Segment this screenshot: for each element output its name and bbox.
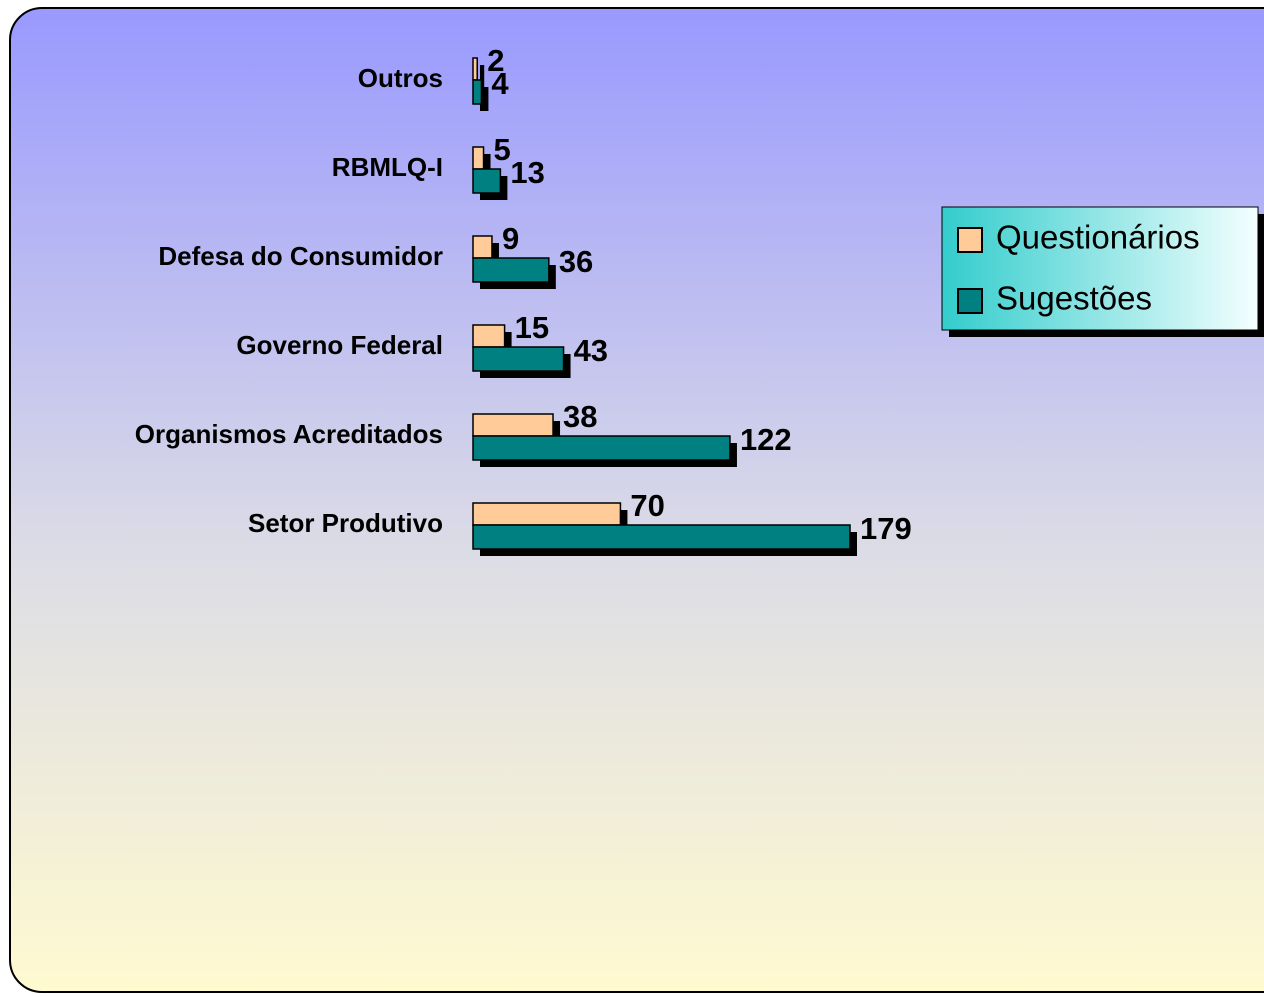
bar (472, 146, 485, 170)
bar (472, 502, 622, 526)
bar (472, 435, 731, 461)
bar (472, 257, 550, 283)
legend-label: Questionários (996, 219, 1200, 256)
value-label: 2 (487, 43, 504, 78)
category-label: Defesa do Consumidor (158, 241, 443, 271)
category-label: Organismos Acreditados (135, 419, 443, 449)
value-label: 9 (502, 221, 519, 256)
value-label: 179 (860, 511, 912, 546)
value-label: 15 (515, 310, 549, 345)
bar (472, 346, 565, 372)
category-label: Outros (358, 63, 443, 93)
legend-label: Sugestões (996, 280, 1152, 317)
bar (472, 168, 502, 194)
bar-shadow (480, 154, 491, 176)
value-label: 5 (494, 132, 511, 167)
legend (941, 206, 1259, 331)
value-label: 122 (740, 422, 792, 457)
bar-shadow (480, 65, 485, 87)
category-label: RBMLQ-I (332, 152, 443, 182)
value-label: 36 (559, 244, 593, 279)
value-label: 38 (563, 399, 597, 434)
value-label: 43 (574, 333, 608, 368)
bar (472, 79, 483, 105)
category-label: Setor Produtivo (248, 508, 443, 538)
bar (472, 57, 478, 81)
legend-swatch (957, 288, 983, 314)
bar-shadow (480, 87, 489, 111)
value-label: 13 (510, 155, 544, 190)
bar (472, 524, 851, 550)
legend-swatch (957, 227, 983, 253)
value-label: 4 (491, 66, 509, 101)
bar (472, 324, 506, 348)
bar (472, 413, 554, 437)
bar (472, 235, 493, 259)
category-label: Governo Federal (236, 330, 443, 360)
value-label: 70 (630, 488, 664, 523)
